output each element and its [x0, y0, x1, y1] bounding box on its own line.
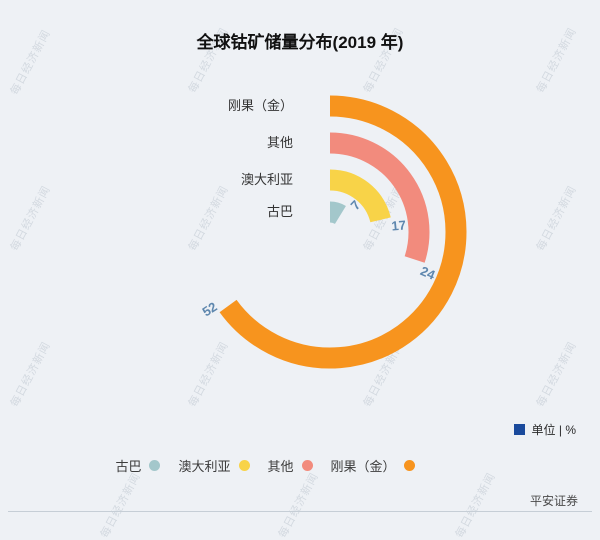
legend-dot-icon [403, 460, 415, 471]
unit-legend: 单位 | % [513, 421, 576, 438]
legend-label: 古巴 [115, 459, 142, 474]
legend-item-3: 刚果（金） [331, 456, 415, 475]
legend-item-0: 古巴 [115, 456, 161, 475]
source-label: 平安证券 [529, 494, 578, 508]
legend-dot-icon [238, 460, 250, 471]
category-label-2: 澳大利亚 [240, 172, 293, 187]
category-label-3: 古巴 [266, 204, 293, 219]
unit-swatch-icon [513, 424, 525, 435]
ring-arc-1 [329, 132, 430, 263]
legend-label: 澳大利亚 [178, 459, 231, 474]
legend: 古巴 澳大利亚 其他 刚果（金） [0, 456, 600, 475]
legend-label: 其他 [267, 459, 294, 474]
value-label-2: 17 [391, 217, 407, 233]
category-label-0: 刚果（金） [227, 98, 293, 113]
legend-dot-icon [149, 460, 161, 471]
value-label-1: 24 [418, 263, 438, 283]
value-label-0: 52 [199, 299, 219, 319]
ring-arc-3 [329, 201, 346, 225]
ring-arc-0 [219, 95, 467, 369]
chart-title: 全球钴矿储量分布(2019 年) [196, 33, 404, 52]
legend-label: 刚果（金） [330, 459, 396, 474]
legend-item-2: 其他 [268, 456, 313, 475]
ring-arc-2 [329, 169, 391, 223]
legend-item-1: 澳大利亚 [178, 456, 250, 475]
legend-dot-icon [301, 460, 313, 471]
unit-label: 单位 | % [531, 423, 576, 437]
footer-divider [8, 511, 592, 512]
category-label-1: 其他 [266, 135, 293, 150]
